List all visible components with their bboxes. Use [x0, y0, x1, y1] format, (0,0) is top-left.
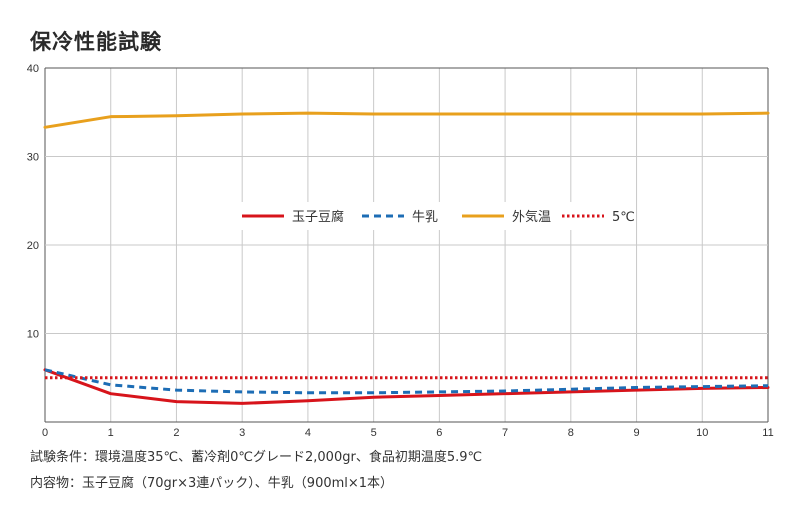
- x-tick-label: 1: [108, 427, 114, 439]
- x-tick-label: 4: [305, 427, 311, 439]
- series-line-1: [44, 368, 769, 395]
- grid-lines: [44, 67, 769, 423]
- line-chart: 0 1 2 3 4 5 6 7 8 9 10 11 10 20 30 40 玉子豆腐 牛乳 外気温 5℃: [27, 63, 774, 439]
- x-tick-label: 7: [502, 427, 508, 439]
- test-conditions-note: 試験条件：環境温度35℃、蓄冷剤0℃グレード2,000gr、食品初期温度5.9℃: [30, 450, 483, 465]
- y-tick-label: 40: [27, 63, 39, 75]
- x-tick-label: 3: [239, 427, 245, 439]
- contents-note: 内容物：玉子豆腐（70gr×3連パック）、牛乳（900ml×1本）: [30, 476, 394, 491]
- axis-ticks: 0 1 2 3 4 5 6 7 8 9 10 11 10 20 30 40: [27, 63, 774, 439]
- x-tick-label: 6: [436, 427, 442, 439]
- y-tick-label: 10: [27, 329, 39, 341]
- series-lines: [43, 111, 770, 405]
- chart-area: 0 1 2 3 4 5 6 7 8 9 10 11 10 20 30 40 玉子豆腐 牛乳 外気温 5℃: [0, 60, 800, 440]
- chart-title: 保冷性能試験: [30, 30, 162, 54]
- x-tick-label: 11: [762, 427, 773, 439]
- x-tick-label: 10: [696, 427, 708, 439]
- legend-background: [232, 202, 632, 230]
- legend-label: 玉子豆腐: [292, 210, 344, 225]
- legend-label: 外気温: [512, 209, 551, 225]
- series-line-2: [43, 111, 770, 129]
- y-tick-label: 30: [27, 152, 39, 164]
- x-tick-label: 8: [568, 427, 574, 439]
- series-line-0: [43, 368, 770, 405]
- legend-label: 牛乳: [412, 210, 438, 225]
- y-tick-label: 20: [27, 240, 39, 252]
- x-tick-label: 0: [42, 427, 48, 439]
- legend: 玉子豆腐 牛乳 外気温 5℃: [232, 202, 635, 230]
- x-tick-label: 5: [371, 427, 377, 439]
- x-tick-label: 2: [173, 427, 179, 439]
- legend-label: 5℃: [612, 210, 635, 225]
- x-tick-label: 9: [633, 427, 639, 439]
